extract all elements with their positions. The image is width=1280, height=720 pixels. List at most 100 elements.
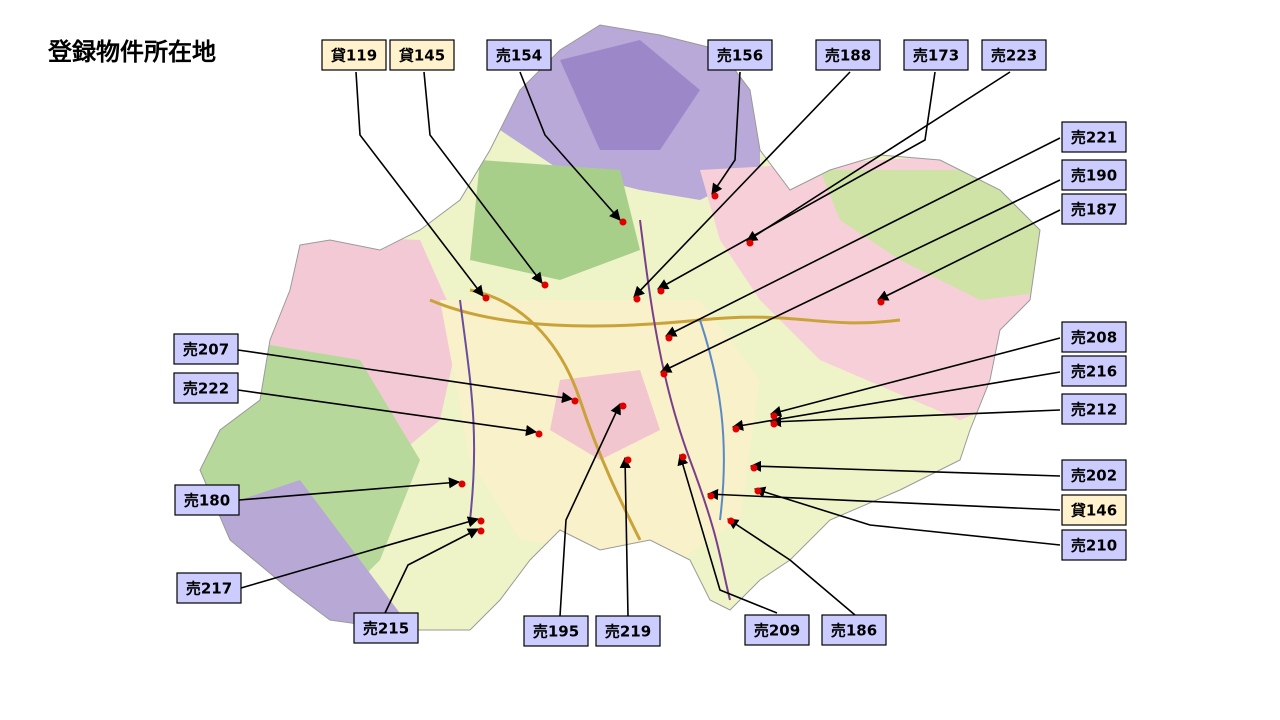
property-dot (657, 287, 665, 295)
leader-arrow (659, 179, 1061, 373)
property-tag-label: 売223 (991, 47, 1037, 65)
property-dot (877, 298, 885, 306)
property-dot (477, 527, 485, 535)
property-tag-box (1061, 121, 1127, 153)
property-tag-box (1061, 193, 1127, 225)
property-tag-label: 売207 (183, 341, 229, 359)
property-tag-label: 売202 (1071, 467, 1117, 485)
property-dot (571, 397, 579, 405)
leader-arrow (749, 460, 1061, 477)
map (200, 25, 1040, 630)
property-tag-box (903, 39, 969, 71)
property-tag-label: 貸145 (399, 47, 445, 65)
property-dot (750, 464, 758, 472)
property-dot (619, 218, 627, 226)
property-dot (660, 370, 668, 378)
property-tag-box (821, 614, 887, 646)
property-tag-label: 売217 (186, 580, 232, 598)
river (699, 319, 725, 521)
leader-arrow (753, 486, 1061, 546)
leader-arrow (706, 488, 1061, 511)
property-tag-label: 売195 (533, 623, 579, 641)
page-title: 登録物件所在地 (47, 38, 216, 66)
property-tag-box (174, 484, 240, 516)
property-tag-box (321, 39, 387, 71)
property-tag-box (595, 615, 661, 647)
leader-arrow (519, 71, 621, 221)
property-dot (770, 412, 778, 420)
property-dot (746, 239, 754, 247)
property-tag-label: 貸119 (331, 47, 377, 65)
property-tag-label: 売190 (1071, 167, 1117, 185)
property-tag-box (486, 39, 552, 71)
property-dot (707, 492, 715, 500)
property-tag-label: 売187 (1071, 201, 1117, 219)
leader-arrow (727, 518, 856, 616)
mountain-peak (560, 40, 700, 150)
leader-arrow (238, 477, 461, 501)
leader-arrow (769, 409, 1061, 428)
leader-arrow (633, 71, 851, 298)
property-tag-box (1061, 459, 1127, 491)
property-tag-box (1061, 393, 1127, 425)
property-tag-label: 売180 (184, 492, 230, 510)
property-dot (633, 295, 641, 303)
property-tag-label: 売208 (1071, 329, 1117, 347)
property-tag-box (815, 39, 881, 71)
leader-arrow (237, 349, 574, 404)
property-dot (458, 480, 466, 488)
property-tag-label: 売219 (605, 623, 651, 641)
property-dot (482, 294, 490, 302)
property-tag-label: 売210 (1071, 537, 1117, 555)
leader-arrow (711, 71, 741, 195)
leader-arrow (559, 402, 621, 617)
road (469, 288, 642, 541)
leader-arrow (619, 456, 631, 617)
map-outline (199, 24, 1041, 631)
leader-arrow (746, 71, 1011, 242)
property-tag-box (981, 39, 1047, 71)
property-tag-label: 売212 (1071, 401, 1117, 419)
leader-arrow (237, 389, 538, 437)
property-tag-box (1061, 529, 1127, 561)
property-tag-label: 売216 (1071, 363, 1117, 381)
property-tag-label: 売154 (496, 47, 542, 65)
leader-arrow (876, 209, 1061, 301)
property-dot (665, 334, 673, 342)
property-tag-label: 貸146 (1071, 502, 1117, 520)
property-tag-box (1061, 159, 1127, 191)
property-tag-box (389, 39, 455, 71)
property-tag-label: 売173 (913, 47, 959, 65)
property-dot (770, 420, 778, 428)
property-dot (732, 425, 740, 433)
property-tag-box (353, 612, 419, 644)
property-tag-label: 売188 (825, 47, 871, 65)
forest-zone (470, 160, 640, 280)
leader-arrow (769, 337, 1061, 417)
railway (639, 219, 731, 601)
leader-arrow (384, 528, 479, 614)
property-tag-label: 売222 (183, 380, 229, 398)
property-dot (624, 456, 632, 464)
property-dot (754, 487, 762, 495)
property-dot (541, 281, 549, 289)
property-dot (619, 402, 627, 410)
leader-arrow (355, 71, 484, 297)
property-tag-label: 売156 (717, 47, 763, 65)
property-dot (477, 517, 485, 525)
property-tag-label: 売186 (831, 622, 877, 640)
property-tag-box (744, 614, 810, 646)
leader-arrow (731, 371, 1061, 431)
property-tag-label: 売215 (363, 620, 409, 638)
property-tag-box (173, 333, 239, 365)
forest-zone-east (820, 170, 1040, 300)
river (459, 299, 476, 521)
property-tag-box (176, 572, 242, 604)
leader-arrow (423, 71, 543, 284)
leader-arrow (677, 453, 778, 614)
tags: 貸119 貸145 売154 売156 売188 売173 売223 売221 売190 売187… (173, 39, 1127, 647)
property-tag-box (173, 372, 239, 404)
property-tag-box (523, 615, 589, 647)
leader-arrow (664, 137, 1061, 337)
